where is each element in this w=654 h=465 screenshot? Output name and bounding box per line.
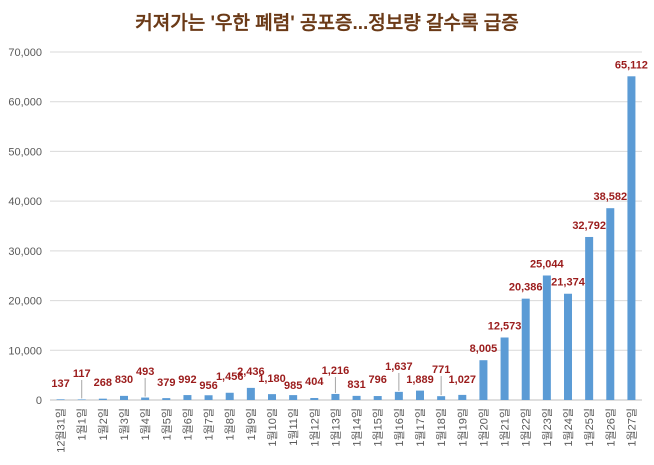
y-tick-label: 30,000	[8, 246, 42, 258]
bar	[458, 394, 467, 400]
bar	[331, 393, 340, 400]
x-tick-label: 1월11일	[286, 408, 300, 446]
bar	[183, 395, 192, 400]
y-tick-label: 20,000	[8, 296, 42, 308]
x-tick-label: 1월18일	[434, 408, 448, 447]
data-label: 21,374	[551, 277, 586, 289]
x-tick-label: 1월14일	[350, 408, 364, 447]
y-tick-label: 0	[36, 395, 42, 407]
x-tick-label: 1월16일	[392, 408, 406, 447]
data-label: 1,027	[449, 374, 477, 386]
y-tick-label: 70,000	[8, 47, 42, 59]
x-tick-label: 1월26일	[603, 408, 617, 447]
bar	[437, 396, 446, 400]
x-tick-label: 1월9일	[244, 408, 258, 440]
x-tick-label: 1월7일	[202, 408, 216, 440]
bar	[542, 275, 551, 400]
bar	[373, 396, 382, 400]
bar	[416, 390, 424, 400]
y-tick-label: 50,000	[8, 146, 42, 158]
data-label: 12,573	[488, 320, 522, 332]
data-label: 137	[51, 378, 69, 390]
data-label: 2,436	[237, 366, 265, 378]
x-tick-label: 12월31일	[54, 408, 68, 453]
x-tick-label: 1월21일	[498, 408, 512, 447]
x-tick-label: 1월20일	[476, 408, 490, 447]
data-label: 32,792	[572, 220, 606, 232]
data-label: 1,637	[385, 361, 413, 373]
data-label: 830	[115, 374, 133, 386]
bar	[521, 298, 530, 400]
data-label: 25,044	[530, 258, 565, 270]
data-label: 379	[157, 377, 175, 389]
bar	[120, 395, 128, 400]
chart-title: 커져가는 '우한 폐렴' 공포증...정보량 갈수록 급증	[135, 13, 519, 34]
x-tick-label: 1월8일	[223, 408, 237, 440]
data-label: 404	[305, 376, 324, 388]
bar	[627, 76, 636, 400]
y-tick-label: 60,000	[8, 97, 42, 109]
x-tick-label: 1월10일	[265, 408, 279, 447]
data-label: 796	[369, 374, 387, 386]
bar	[56, 399, 65, 400]
bar	[268, 394, 276, 400]
bar	[204, 395, 213, 400]
x-tick-label: 1월13일	[328, 408, 342, 447]
y-tick-label: 10,000	[8, 345, 42, 357]
data-label: 1,456	[216, 371, 244, 383]
x-tick-label: 1월22일	[519, 408, 533, 447]
x-tick-label: 1월12일	[307, 408, 321, 447]
x-tick-label: 1월6일	[180, 408, 194, 440]
bar	[394, 391, 403, 400]
data-label: 831	[347, 379, 365, 391]
x-tick-label: 1월5일	[159, 408, 173, 440]
data-label: 268	[94, 377, 112, 389]
bar	[289, 395, 298, 400]
bar	[500, 337, 509, 400]
bar	[479, 360, 488, 400]
x-tick-label: 1월2일	[96, 408, 110, 440]
bar	[606, 208, 615, 400]
x-tick-label: 1월25일	[582, 408, 596, 447]
x-tick-label: 1월24일	[561, 408, 575, 447]
x-tick-label: 1월1일	[75, 408, 89, 440]
bar	[246, 387, 255, 400]
data-label: 117	[73, 368, 91, 380]
data-label: 493	[136, 366, 154, 378]
x-tick-label: 1월17일	[413, 408, 427, 447]
data-label: 956	[199, 380, 217, 392]
bar	[225, 392, 234, 400]
bar	[77, 399, 86, 400]
data-label: 8,005	[470, 343, 498, 355]
data-label: 985	[284, 380, 302, 392]
x-tick-label: 1월23일	[540, 408, 554, 447]
bar	[162, 398, 171, 400]
data-label: 1,889	[406, 374, 434, 386]
data-label: 1,180	[258, 373, 286, 385]
bar	[352, 395, 361, 400]
data-label: 771	[432, 364, 450, 376]
data-label: 20,386	[509, 282, 543, 294]
x-tick-label: 1월15일	[371, 408, 385, 447]
data-label: 65,112	[615, 59, 648, 71]
x-tick-label: 1월19일	[455, 408, 469, 447]
bar	[585, 236, 594, 400]
data-label: 1,216	[322, 365, 350, 377]
data-label: 38,582	[593, 191, 627, 203]
x-tick-label: 1월4일	[138, 408, 152, 440]
x-tick-label: 1월27일	[624, 408, 638, 447]
bar	[564, 293, 572, 400]
bar	[310, 397, 319, 400]
y-tick-label: 40,000	[8, 196, 42, 208]
x-tick-label: 1월3일	[117, 408, 131, 440]
bar	[98, 398, 107, 400]
bar	[141, 397, 150, 400]
data-label: 992	[178, 374, 196, 386]
